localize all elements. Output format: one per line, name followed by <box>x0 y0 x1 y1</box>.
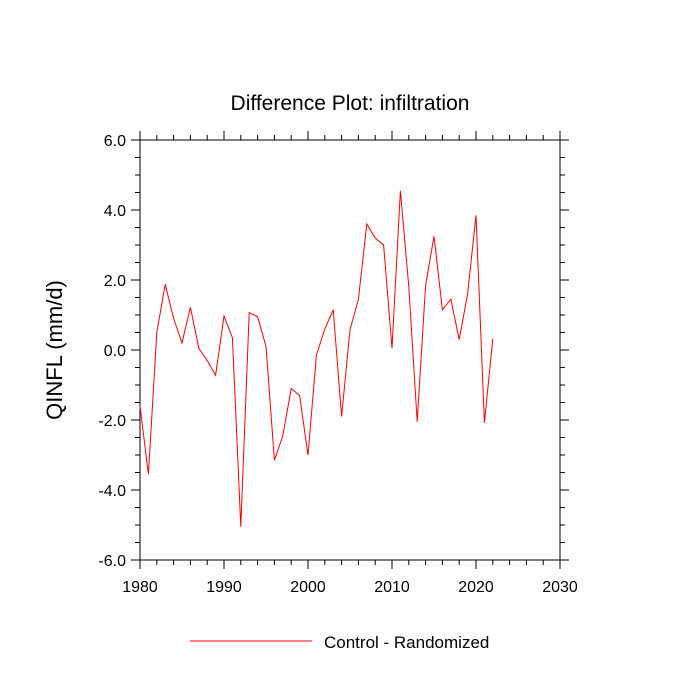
x-tick-label: 1980 <box>122 579 158 596</box>
y-axis-label: QINFL (mm/d) <box>42 280 67 420</box>
x-tick-label: 1990 <box>206 579 242 596</box>
y-tick-label: -6.0 <box>98 553 126 570</box>
y-tick-label: 2.0 <box>104 273 126 290</box>
x-tick-label: 2030 <box>542 579 578 596</box>
x-tick-label: 2000 <box>290 579 326 596</box>
plot-layer: 1980 1990 2000 2010 2020 2030 -6.0 -4.0 -2.0 0.0 2… <box>98 131 578 596</box>
legend: Control - Randomized <box>190 633 489 652</box>
series-line <box>139 190 494 527</box>
x-tick-label: 2010 <box>374 579 410 596</box>
y-tick-label: -2.0 <box>98 413 126 430</box>
y-tick-label: 4.0 <box>104 203 126 220</box>
y-tick-label: 0.0 <box>104 343 126 360</box>
chart-title: Difference Plot: infiltration <box>231 92 470 115</box>
x-tick-label: 2020 <box>458 579 494 596</box>
plot-frame <box>139 139 561 561</box>
y-tick-label: -4.0 <box>98 483 126 500</box>
legend-label: Control - Randomized <box>324 633 489 652</box>
y-tick-label: 6.0 <box>104 133 126 150</box>
